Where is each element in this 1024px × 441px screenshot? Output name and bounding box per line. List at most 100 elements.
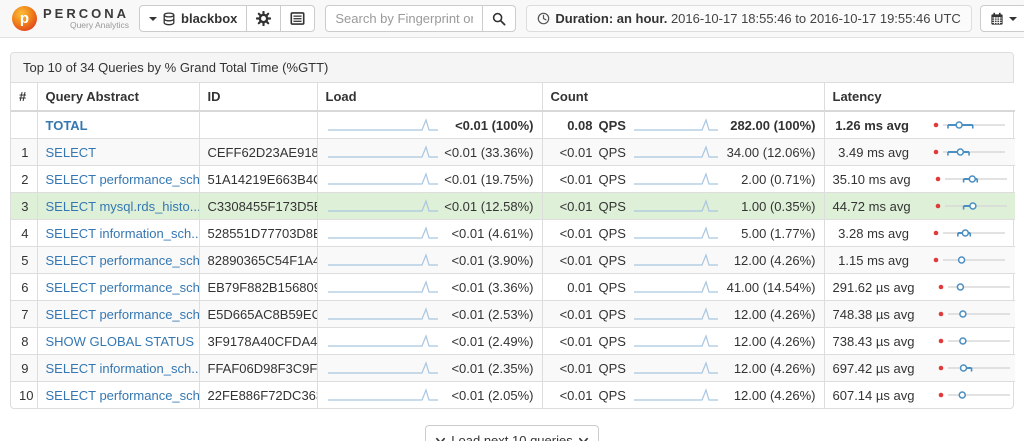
search-input[interactable]: [325, 5, 484, 32]
query-id: 528551D77703D8BB: [199, 219, 318, 247]
load-next-queries-button[interactable]: Load next 10 queries: [425, 425, 599, 441]
date-range-button[interactable]: [979, 5, 1024, 32]
table-list-icon: [290, 12, 305, 25]
top-navbar: p PERCONA Query Analytics blackbox: [0, 0, 1024, 38]
column-header-latency: Latency: [824, 83, 1015, 112]
load-value: <0.01 (2.49%): [451, 333, 534, 349]
table-row[interactable]: TOTAL <0.01 (100%) 0.08 QPS 282.00 (100%) 1.2…: [11, 111, 1015, 139]
query-abstract-link[interactable]: SELECT information_sch...: [45, 225, 199, 241]
qps-unit-label: QPS: [598, 360, 626, 376]
latency-distribution-widget: [933, 121, 1005, 129]
table-footer: Load next 10 queries: [0, 409, 1024, 441]
query-id: 82890365C54F1A44: [199, 246, 318, 274]
clock-icon: [538, 12, 550, 25]
qps-value: <0.01: [559, 252, 593, 268]
chevron-down-icon: [578, 437, 588, 441]
qps-value: <0.01: [559, 360, 593, 376]
load-value: <0.01 (4.61%): [451, 225, 534, 241]
qps-value: <0.01: [559, 144, 593, 160]
count-value: 12.00 (4.26%): [733, 387, 816, 403]
latency-outlier-dot: [939, 365, 944, 371]
search-group: [325, 5, 517, 32]
query-abstract-link[interactable]: SELECT performance_sch...: [45, 252, 199, 268]
table-row[interactable]: 3 SELECT mysql.rds_histo... C3308455F173D5…: [11, 192, 1015, 220]
latency-outlier-dot: [939, 284, 944, 290]
search-button[interactable]: [482, 5, 517, 32]
table-row[interactable]: 4 SELECT information_sch... 528551D77703D8…: [11, 219, 1015, 247]
query-abstract-link[interactable]: SELECT performance_sch...: [45, 279, 199, 295]
table-row[interactable]: 6 SELECT performance_sch... EB79F882B15680…: [11, 273, 1015, 301]
load-sparkline: [633, 280, 718, 293]
table-row[interactable]: 5 SELECT performance_sch... 82890365C54F1A…: [11, 246, 1015, 274]
query-id: CEFF62D23AE9180C: [199, 138, 318, 166]
count-value: 282.00 (100%): [730, 117, 816, 133]
count-value: 2.00 (0.71%): [741, 171, 816, 187]
load-sparkline: [633, 253, 718, 266]
query-abstract-link[interactable]: SELECT performance_sch...: [45, 387, 199, 403]
load-sparkline: [327, 388, 438, 401]
row-rank: 9: [11, 354, 38, 382]
settings-button[interactable]: [246, 5, 282, 32]
qps-value: <0.01: [559, 387, 593, 403]
latency-outlier-dot: [935, 203, 940, 209]
table-row[interactable]: 2 SELECT performance_sch... 51A14219E663B4…: [11, 165, 1015, 193]
query-abstract-link[interactable]: SELECT: [45, 144, 97, 160]
query-analytics-panel: Top 10 of 34 Queries by % Grand Total Ti…: [10, 52, 1015, 409]
qps-unit-label: QPS: [598, 144, 626, 160]
table-row[interactable]: 7 SELECT performance_sch...E5D665AC8B59EC…: [11, 300, 1015, 328]
table-row[interactable]: 8 SHOW GLOBAL STATUS3F9178A40CFDA489 <0.01…: [11, 327, 1015, 355]
latency-distribution-widget: [933, 229, 1005, 237]
query-abstract-link[interactable]: SELECT performance_sch...: [45, 306, 199, 322]
query-abstract-link[interactable]: SELECT performance_sch...: [45, 171, 199, 187]
load-sparkline: [327, 118, 438, 131]
row-rank: 7: [11, 300, 38, 328]
query-abstract-link[interactable]: TOTAL: [45, 117, 88, 133]
latency-outlier-dot: [933, 230, 939, 236]
chevron-down-icon: [436, 437, 446, 441]
row-rank: 3: [11, 192, 38, 220]
latency-distribution-widget: [939, 364, 1011, 372]
latency-outlier-dot: [933, 149, 939, 155]
query-id: [199, 111, 318, 139]
load-sparkline: [327, 172, 438, 185]
load-next-queries-label: Load next 10 queries: [451, 432, 573, 441]
qps-value: <0.01: [559, 333, 593, 349]
database-icon: [163, 11, 175, 25]
caret-down-icon: [1008, 16, 1017, 21]
load-sparkline: [327, 226, 438, 239]
query-id: 22FE886F72DC3634: [199, 381, 318, 408]
load-value: <0.01 (2.53%): [451, 306, 534, 322]
query-id: EB79F882B1568091: [199, 273, 318, 301]
qps-value: 0.01: [567, 279, 593, 295]
toolbar-button-group: blackbox: [139, 5, 316, 32]
count-value: 12.00 (4.26%): [733, 333, 816, 349]
latency-value: 3.49 ms avg: [838, 144, 909, 160]
load-sparkline: [327, 199, 438, 212]
column-header-load: Load: [317, 83, 543, 112]
query-table-view-button[interactable]: [280, 5, 316, 32]
row-rank: 8: [11, 327, 38, 355]
table-row[interactable]: 1 SELECT CEFF62D23AE9180C <0.01 (33.36%) <0.…: [11, 138, 1015, 166]
duration-display: Duration: an hour. 2016-10-17 18:55:46 t…: [526, 5, 972, 32]
latency-outlier-dot: [935, 176, 940, 182]
latency-value: 607.14 µs avg: [832, 387, 915, 403]
row-rank: 2: [11, 165, 38, 193]
count-value: 34.00 (12.06%): [726, 144, 816, 160]
load-sparkline: [633, 118, 718, 131]
query-abstract-link[interactable]: SELECT information_sch...: [45, 360, 199, 376]
qps-value: 0.08: [567, 117, 593, 133]
db-selector-dropdown[interactable]: blackbox: [139, 5, 248, 32]
load-value: <0.01 (3.90%): [451, 252, 534, 268]
query-abstract-link[interactable]: SELECT mysql.rds_histo...: [45, 198, 199, 214]
latency-distribution-widget: [935, 202, 1007, 210]
column-header-id: ID: [199, 83, 318, 112]
table-row[interactable]: 9 SELECT information_sch... FFAF06D98F3C9F…: [11, 354, 1015, 382]
calendar-icon: [991, 12, 1003, 25]
brand-subtitle: Query Analytics: [69, 19, 130, 30]
load-sparkline: [633, 172, 718, 185]
latency-value: 35.10 ms avg: [832, 171, 911, 187]
query-abstract-link[interactable]: SHOW GLOBAL STATUS: [45, 333, 195, 349]
qps-unit-label: QPS: [598, 117, 626, 133]
load-sparkline: [633, 145, 718, 158]
table-row[interactable]: 10 SELECT performance_sch... 22FE886F72DC3…: [11, 381, 1015, 408]
